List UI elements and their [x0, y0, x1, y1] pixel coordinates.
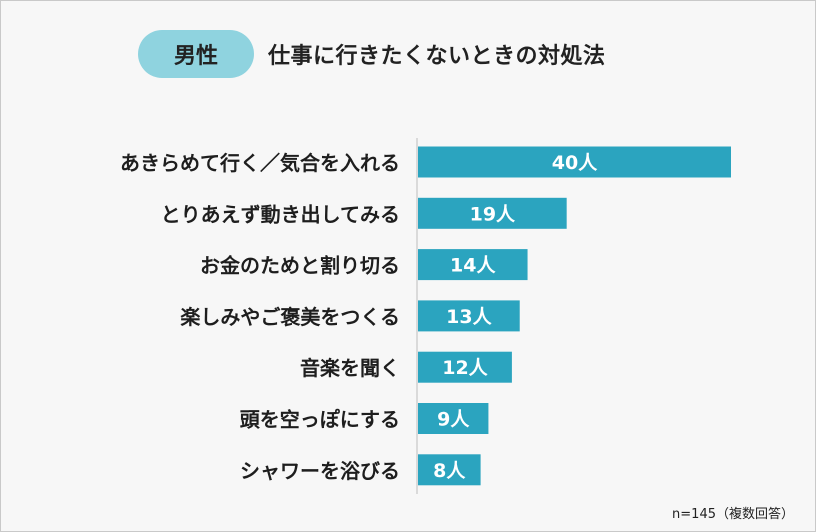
bar — [418, 403, 489, 434]
bar — [418, 249, 528, 281]
bar-value-label: 13人 — [446, 306, 492, 328]
category-label: とりあえず動き出してみる — [161, 202, 400, 226]
bar-value-label: 40人 — [552, 152, 598, 174]
bar — [418, 300, 520, 332]
bar-value-label: 12人 — [442, 357, 488, 379]
category-label: 音楽を聞く — [300, 356, 400, 380]
category-label: シャワーを浴びる — [240, 459, 400, 483]
chart-header: 男性 仕事に行きたくないときの対処法 — [0, 0, 816, 110]
bar — [418, 146, 731, 178]
bar-value-label: 14人 — [450, 255, 496, 277]
sample-size-note: n=145（複数回答） — [672, 507, 794, 522]
bar — [418, 197, 567, 229]
bar-value-label: 8人 — [433, 460, 466, 482]
category-label: 頭を空っぽにする — [240, 408, 400, 432]
category-label: 楽しみやご褒美をつくる — [180, 305, 400, 329]
gender-badge: 男性 — [138, 30, 254, 78]
category-label: あきらめて行く／気合を入れる — [120, 151, 400, 175]
bar — [418, 454, 481, 486]
bar — [418, 351, 512, 383]
chart-title: 仕事に行きたくないときの対処法 — [268, 44, 606, 69]
category-label: お金のためと割り切る — [200, 254, 400, 278]
bar-value-label: 19人 — [470, 203, 516, 225]
bar-value-label: 9人 — [437, 409, 470, 431]
